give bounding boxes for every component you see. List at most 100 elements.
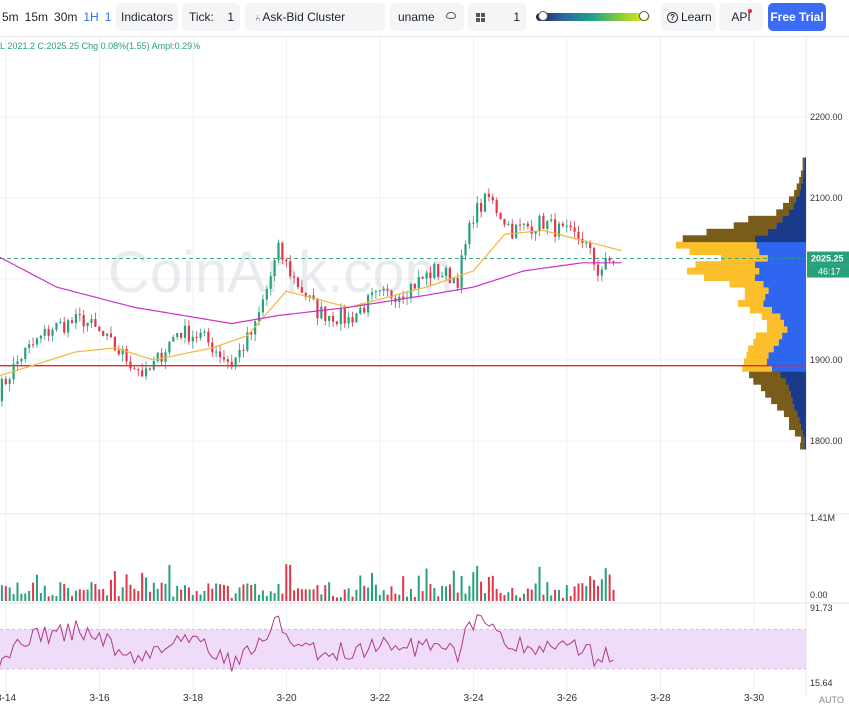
volume-bar [0,585,3,601]
candle-body [105,333,109,336]
candle-body [437,264,440,277]
profile-ask-bar [748,215,783,223]
api-button[interactable]: API [719,3,763,31]
profile-ask-bar [777,403,795,411]
candle-body [530,226,533,234]
profile-bid-bar [804,442,806,450]
volume-bar [285,564,288,601]
indicators-button[interactable]: Indicators [116,3,178,31]
candle-body [109,333,113,338]
candle-body [359,307,362,314]
candle-body [183,325,187,338]
interval-5m[interactable]: 5m [2,10,19,24]
profile-bid-bar [794,403,806,411]
candle-body [589,242,592,248]
volume-bar [355,589,358,601]
profile-ask-bar [802,157,805,165]
interval-dropdown[interactable]: 1H [104,10,112,24]
volume-bar [106,595,109,601]
tick-selector[interactable]: Tick: 1 [182,3,240,31]
volume-bar [113,571,116,601]
interval-30m[interactable]: 30m [54,10,78,24]
candle-body [180,333,183,338]
profile-ask-bar [766,325,788,333]
candle-body [429,272,432,279]
volume-bar [300,589,303,601]
volume-bar [20,593,23,601]
candle-body [421,276,424,279]
x-tick-label: 3-28 [650,693,670,704]
profile-bid-bar [778,338,806,346]
volume-bar [413,597,416,601]
candle-body [503,219,506,225]
profile-ask-bar [689,248,760,256]
interval-selector[interactable]: 5m 15m 30m 1H 1H [0,3,112,31]
interval-15m[interactable]: 15m [24,10,49,24]
volume-bar [573,586,576,601]
candle-body [600,269,603,276]
profile-ask-bar [738,300,764,307]
volume-bar [187,587,190,601]
volume-bar [109,579,112,601]
cluster-selector[interactable]: ⑃ Ask-Bid Cluster [245,3,385,31]
price-tick-label: 1900.00 [810,355,843,365]
profile-bid-bar [765,293,806,301]
eye-icon[interactable] [446,12,456,19]
volume-bar [117,596,120,601]
profile-ask-bar [675,241,757,249]
volume-bar [78,589,81,601]
learn-button[interactable]: ? Learn [661,3,716,31]
candle-body [43,329,46,336]
volume-bar [238,587,241,601]
volume-bar [35,574,38,601]
slider-handle-right[interactable] [639,11,650,21]
price-tick-label: 2100.00 [810,193,843,203]
volume-bar [534,583,537,601]
candle-body [55,322,58,330]
candle-body [230,361,233,368]
volume-bar [565,585,568,601]
volume-bar [308,589,311,601]
profile-bid-bar [755,235,806,243]
volume-bar [448,584,451,601]
user-menu[interactable]: uname [390,3,464,31]
price-chart[interactable]: CoinAnk.com 2200.00 2100.00 1900.00 1800.00 2… [0,36,849,709]
x-tick-label: 3-16 [89,693,109,704]
x-tick-label: 3-22 [370,693,390,704]
candle-body [207,331,210,343]
heatmap-range-slider[interactable] [530,3,656,31]
volume-bar [16,582,19,601]
candle-body [554,219,557,237]
candle-body [168,341,171,353]
volume-bar [359,575,362,601]
candle-body [390,290,393,299]
volume-bar [254,583,257,601]
profile-bid-bar [789,209,806,217]
candle-body [546,220,549,229]
volume-bar [320,594,323,601]
volume-bar [445,586,448,601]
x-tick-label: 3-14 [0,693,16,704]
profile-bid-bar [756,241,806,249]
volume-bar [207,583,210,601]
candle-body [487,193,490,197]
layout-selector[interactable]: 1 [468,3,526,31]
volume-tick-label: 0.00 [810,590,828,600]
volume-bar [468,585,471,601]
volume-bar [429,584,432,601]
profile-bid-bar [780,313,806,320]
volume-bar [417,575,420,601]
interval-1h[interactable]: 1H [83,10,99,24]
volume-bar [199,594,202,601]
slider-handle-left[interactable] [537,11,548,21]
candle-body [59,322,62,324]
candle-body [476,203,479,223]
profile-ask-bar [800,170,804,178]
volume-bar [219,584,222,601]
profile-ask-bar [749,306,772,314]
candle-body [515,224,518,239]
free-trial-button[interactable]: Free Trial [768,3,826,31]
profile-ask-bar [746,351,769,359]
profile-bid-bar [782,332,806,340]
volume-bar [437,596,440,601]
